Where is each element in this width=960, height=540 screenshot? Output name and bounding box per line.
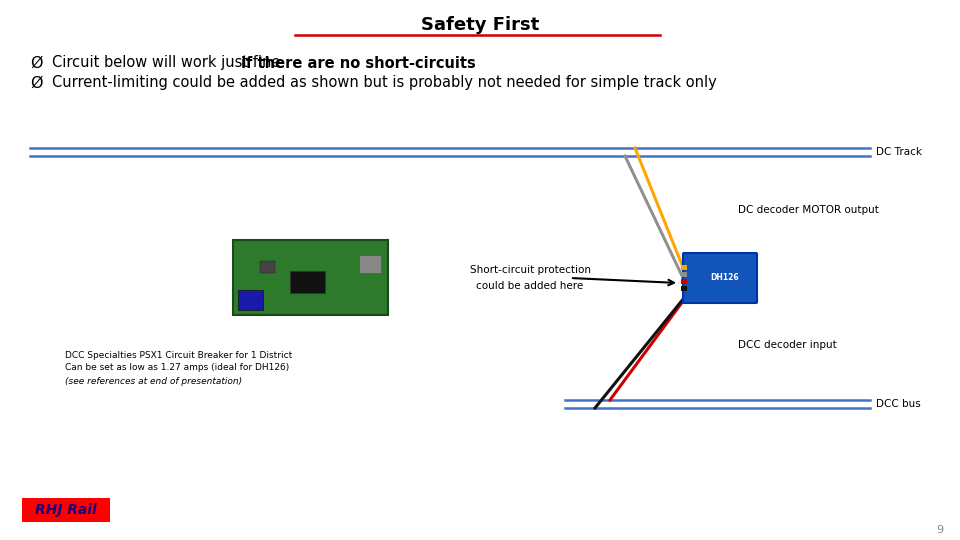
Text: Current-limiting could be added as shown but is probably not needed for simple t: Current-limiting could be added as shown… [52, 76, 717, 91]
FancyBboxPatch shape [683, 253, 757, 303]
Text: Circuit below will work just fine: Circuit below will work just fine [52, 56, 285, 71]
Text: Short-circuit protection: Short-circuit protection [469, 265, 590, 275]
Text: 9: 9 [936, 525, 943, 535]
Text: (see references at end of presentation): (see references at end of presentation) [65, 376, 242, 386]
Text: RHJ Rail: RHJ Rail [36, 503, 97, 517]
Text: DCC Specialties PSX1 Circuit Breaker for 1 District: DCC Specialties PSX1 Circuit Breaker for… [65, 350, 292, 360]
Text: Ø: Ø [30, 76, 42, 91]
Text: Can be set as low as 1.27 amps (ideal for DH126): Can be set as low as 1.27 amps (ideal fo… [65, 363, 289, 373]
Text: Safety First: Safety First [420, 16, 540, 34]
Bar [238, 290, 263, 310]
Bar [233, 240, 388, 315]
Text: DCC decoder input: DCC decoder input [738, 340, 837, 350]
Bar [681, 279, 687, 284]
Bar [681, 286, 687, 291]
Bar [260, 261, 275, 273]
Text: DC Track: DC Track [876, 147, 922, 157]
Bar [290, 271, 325, 293]
Text: could be added here: could be added here [476, 281, 584, 291]
Text: DCC bus: DCC bus [876, 399, 921, 409]
Text: DH126: DH126 [710, 273, 739, 282]
Bar [681, 272, 687, 277]
Bar [22, 498, 110, 522]
Text: Ø: Ø [30, 56, 42, 71]
Text: if there are no short-circuits: if there are no short-circuits [241, 56, 475, 71]
Text: DC decoder MOTOR output: DC decoder MOTOR output [738, 205, 878, 215]
Bar [359, 255, 381, 273]
Bar [681, 265, 687, 270]
